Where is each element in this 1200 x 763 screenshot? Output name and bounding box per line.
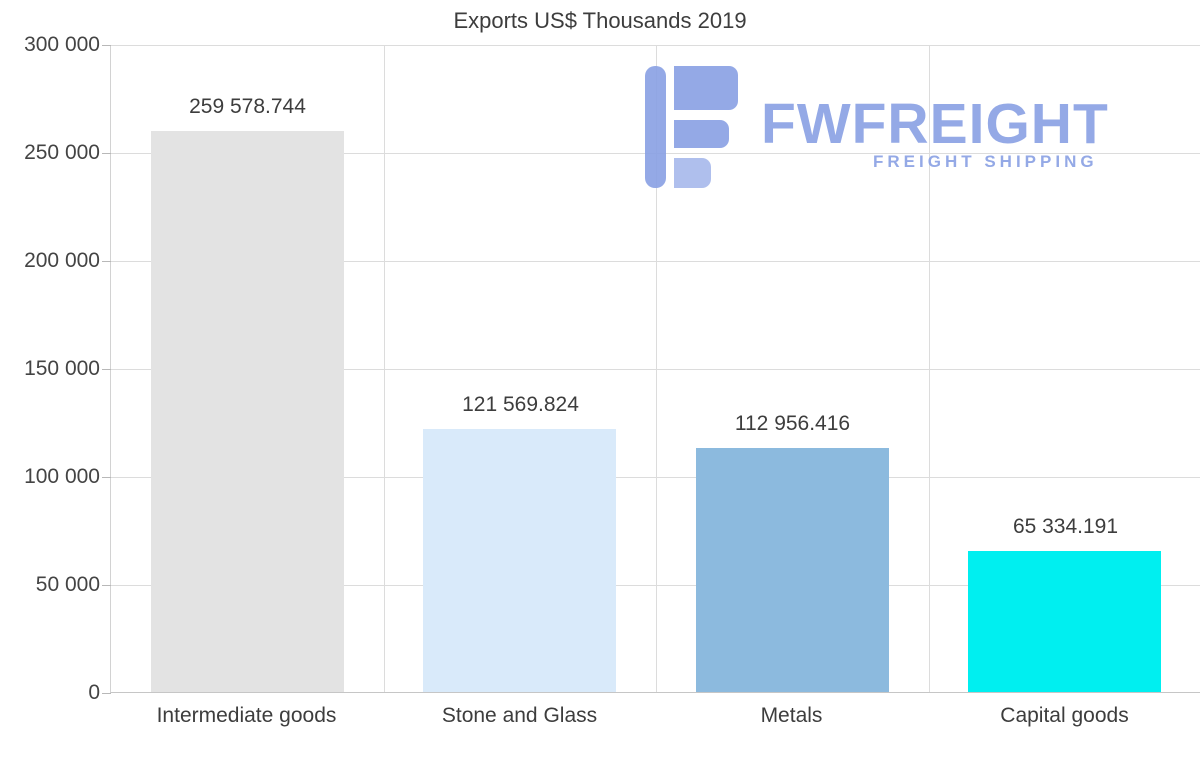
x-axis: Intermediate goods Stone and Glass Metals C…: [110, 704, 1200, 734]
ytick-mark: [102, 585, 111, 586]
ytick-label: 300 000: [24, 33, 100, 56]
bar: [696, 448, 889, 692]
category-label: Intermediate goods: [156, 704, 337, 727]
ytick-label: 0: [88, 681, 100, 704]
plot-area: 259 578.744 121 569.824 112 956.416 65 334.…: [102, 45, 1200, 694]
bar-value-label: 259 578.744: [189, 95, 306, 118]
ytick-label: 250 000: [24, 141, 100, 164]
gridline: [929, 45, 930, 692]
gridline: [111, 369, 1200, 370]
ytick-label: 100 000: [24, 465, 100, 488]
ytick-label: 150 000: [24, 357, 100, 380]
category-label: Stone and Glass: [441, 704, 598, 727]
ytick-mark: [102, 369, 111, 370]
ytick-mark: [102, 261, 111, 262]
gridline: [111, 45, 1200, 46]
ytick-mark: [102, 45, 111, 46]
category-label: Metals: [760, 704, 823, 727]
category-label: Capital goods: [1000, 704, 1129, 727]
ytick-label: 50 000: [35, 573, 100, 596]
chart-title: Exports US$ Thousands 2019: [453, 8, 747, 33]
gridline: [384, 45, 385, 692]
ytick-mark: [102, 477, 111, 478]
y-axis: 0 50 000 100 000 150 000 200 000 250 000 300 0…: [0, 33, 100, 704]
ytick-mark: [102, 153, 111, 154]
gridline: [111, 585, 1200, 586]
bar-value-label: 112 956.416: [734, 412, 851, 435]
ytick-mark: [102, 693, 111, 694]
bar: [423, 429, 616, 692]
gridline: [111, 261, 1200, 262]
bar: [151, 131, 344, 692]
gridline: [111, 477, 1200, 478]
ytick-label: 200 000: [24, 249, 100, 272]
bar-value-label: 65 334.191: [1012, 515, 1119, 538]
bar: [968, 551, 1161, 692]
bar-value-label: 121 569.824: [462, 393, 579, 416]
gridline: [656, 45, 657, 692]
